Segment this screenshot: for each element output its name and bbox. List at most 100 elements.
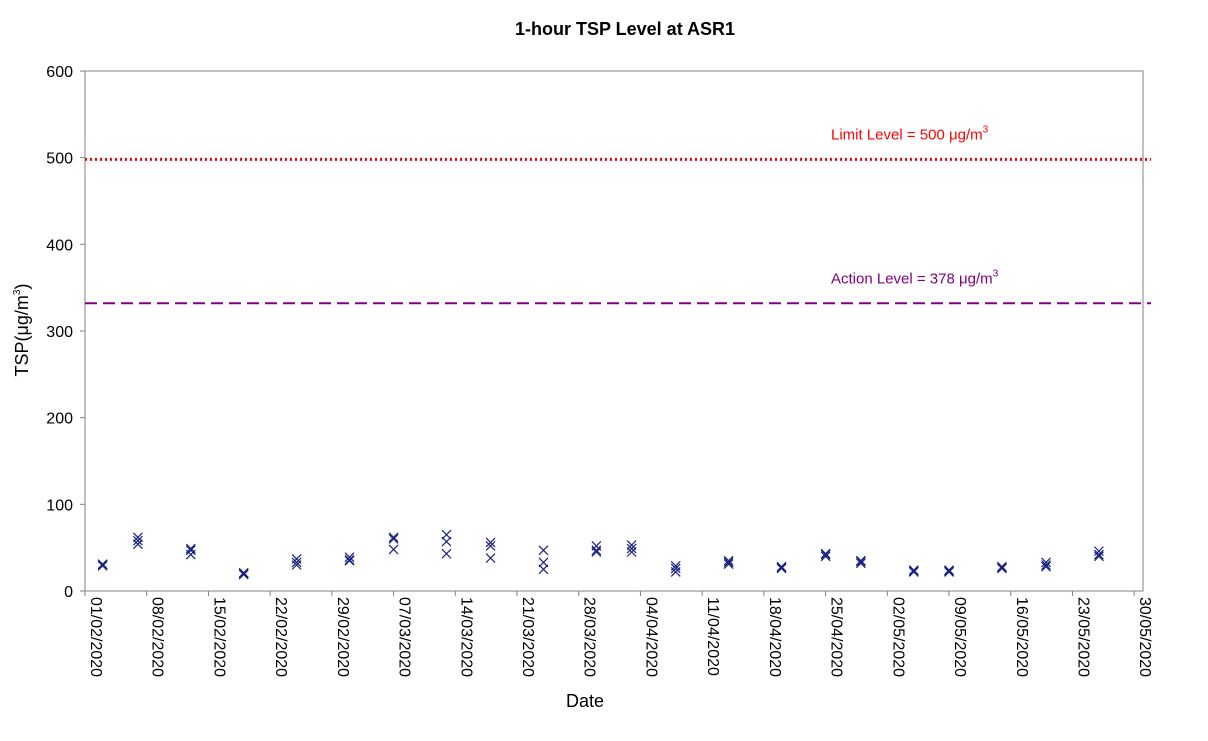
- data-point: [1041, 557, 1051, 568]
- x-tick-label: 22/02/2020: [272, 597, 289, 677]
- data-point: [1093, 549, 1104, 560]
- data-point: [908, 567, 919, 577]
- data-point: [626, 543, 637, 554]
- data-point: [944, 567, 954, 577]
- data-point: [855, 558, 866, 569]
- data-point: [97, 560, 108, 571]
- x-tick-label: 23/05/2020: [1074, 597, 1091, 677]
- data-point: [1041, 561, 1051, 572]
- y-axis-label-main: TSP(: [12, 335, 32, 376]
- data-point: [997, 563, 1007, 574]
- x-tick-label: 21/03/2020: [519, 597, 536, 677]
- data-point: [388, 544, 399, 555]
- y-axis-label-unit: g/m: [12, 295, 32, 325]
- data-point: [388, 532, 399, 543]
- data-point: [855, 556, 866, 567]
- x-tick-label: 08/02/2020: [149, 597, 166, 677]
- y-tick-label: 400: [46, 237, 73, 254]
- x-tick-label: 07/03/2020: [396, 597, 413, 677]
- data-point: [485, 537, 496, 548]
- x-tick-label: 14/03/2020: [457, 597, 474, 677]
- reference-label-unit: g/m: [958, 126, 983, 143]
- data-point: [776, 561, 787, 572]
- data-point: [238, 569, 249, 580]
- data-point: [132, 532, 143, 543]
- x-tick-label: 15/02/2020: [210, 597, 227, 677]
- y-axis-label-sup: 3: [12, 289, 23, 295]
- data-points: [97, 529, 1104, 580]
- y-axis-label-mu: μ: [12, 325, 32, 335]
- x-tick-label: 04/04/2020: [642, 597, 659, 677]
- reference-label-sup: 3: [993, 268, 999, 279]
- data-point: [291, 557, 302, 568]
- data-point: [538, 545, 549, 556]
- reference-line-label: Limit Level = 500 μg/m3: [831, 124, 989, 143]
- y-axis-label: TSP(μg/m3): [12, 284, 32, 377]
- data-point: [997, 562, 1007, 573]
- x-tick-label: 25/04/2020: [828, 597, 845, 677]
- data-point: [185, 549, 196, 560]
- x-tick-label: 01/02/2020: [87, 597, 104, 677]
- reference-label-label-prefix: Action Level = 378: [831, 270, 959, 287]
- data-point: [538, 564, 549, 575]
- y-tick-label: 600: [46, 64, 73, 81]
- data-point: [944, 566, 954, 576]
- data-point: [344, 554, 355, 565]
- data-point: [591, 545, 602, 556]
- x-tick-label: 29/02/2020: [334, 597, 351, 677]
- y-axis-label-close: ): [12, 284, 32, 290]
- reference-label-label-prefix: Limit Level = 500: [831, 126, 949, 143]
- data-point: [670, 563, 681, 574]
- data-point: [723, 557, 734, 568]
- y-tick-label: 0: [64, 584, 73, 601]
- data-point: [820, 551, 831, 562]
- y-tick-label: 500: [46, 151, 73, 168]
- data-point: [238, 568, 249, 579]
- data-point: [591, 547, 602, 557]
- data-point: [997, 561, 1007, 572]
- data-point: [132, 539, 143, 550]
- reference-label-mu: μ: [949, 126, 958, 143]
- y-axis: 0 100 200 300 400 500 600: [46, 64, 85, 601]
- data-point: [776, 563, 787, 574]
- x-tick-label: 09/05/2020: [951, 597, 968, 677]
- data-point: [723, 559, 734, 570]
- data-point: [485, 541, 496, 551]
- data-point: [441, 536, 452, 547]
- reference-line-label: Action Level = 378 μg/m3: [831, 268, 999, 287]
- x-tick-label: 02/05/2020: [889, 597, 906, 677]
- data-point: [441, 548, 452, 559]
- data-point: [855, 555, 866, 566]
- data-point: [388, 534, 399, 544]
- y-tick-label: 200: [46, 411, 73, 428]
- data-point: [1093, 551, 1104, 562]
- data-point: [670, 567, 681, 577]
- data-point: [908, 565, 919, 576]
- data-point: [944, 565, 954, 576]
- data-point: [97, 560, 108, 570]
- reference-label-sup: 3: [983, 124, 989, 135]
- data-point: [820, 549, 831, 560]
- x-axis-label: Date: [566, 691, 604, 711]
- data-point: [723, 555, 734, 566]
- plot-area: [84, 70, 1144, 592]
- data-point: [185, 545, 196, 556]
- data-point: [291, 560, 302, 570]
- data-point: [538, 557, 549, 568]
- x-tick-label: 18/04/2020: [766, 597, 783, 677]
- data-point: [238, 567, 249, 578]
- y-tick-label: 300: [46, 324, 73, 341]
- reference-label-mu: μ: [959, 270, 968, 287]
- data-point: [344, 552, 355, 563]
- data-point: [485, 553, 496, 563]
- reference-label-unit: g/m: [968, 270, 993, 287]
- x-tick-label: 16/05/2020: [1013, 597, 1030, 677]
- data-point: [344, 555, 355, 566]
- x-tick-label: 28/03/2020: [581, 597, 598, 677]
- data-point: [97, 559, 108, 570]
- data-point: [626, 547, 637, 557]
- data-point: [626, 540, 637, 550]
- data-point: [908, 566, 919, 576]
